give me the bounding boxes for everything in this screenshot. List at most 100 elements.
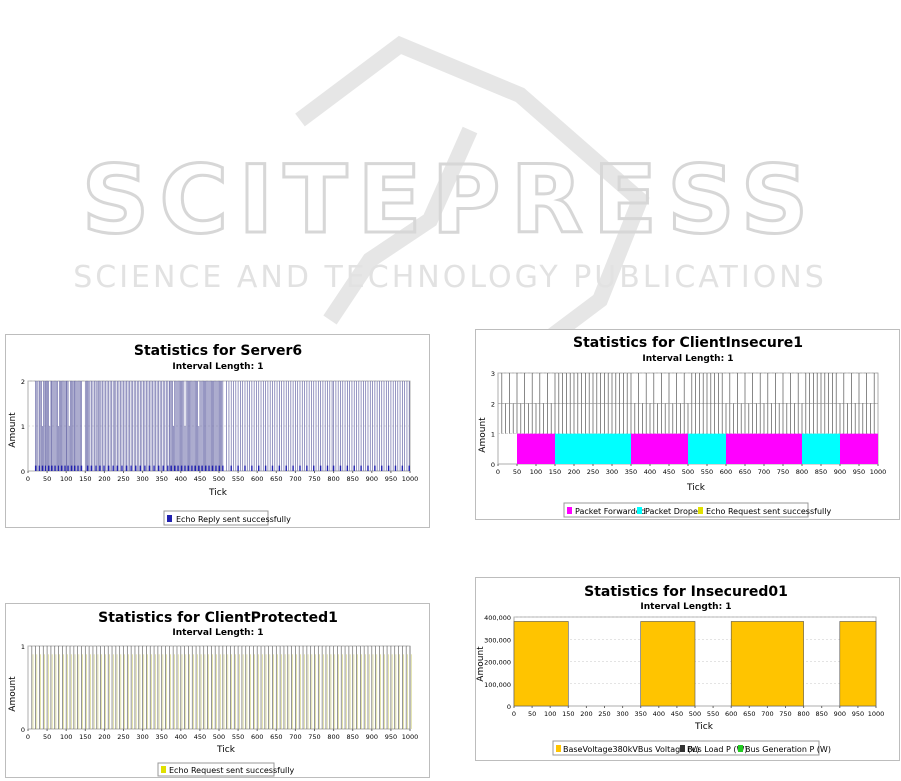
y-tick-label: 400,000 — [484, 614, 511, 622]
legend-label: Bus Generation P (W) — [745, 745, 831, 754]
x-tick-label: 800 — [327, 733, 339, 741]
x-tick-label: 50 — [528, 710, 536, 718]
x-tick-label: 600 — [720, 468, 732, 476]
x-tick-label: 350 — [155, 733, 167, 741]
x-tick-label: 850 — [815, 468, 827, 476]
bar-segment — [555, 433, 631, 464]
y-tick-label: 0 — [21, 468, 25, 476]
chart-panel-clientprotected1: 0 1 0 50 100 150 200 250 300 350 400 450 500 550 600 65… — [5, 603, 430, 778]
x-axis-label: Tick — [208, 488, 228, 498]
x-tick-label: 950 — [385, 475, 397, 483]
chart-title: Statistics for Insecured01 — [584, 584, 788, 600]
x-tick-label: 950 — [853, 468, 865, 476]
x-tick-label: 900 — [834, 710, 846, 718]
chart-clientinsecure1: 0 1 2 3 0 50 100 150 200 250 300 350 400 450 500 550 600… — [478, 335, 887, 518]
watermark-subtitle: SCIENCE AND TECHNOLOGY PUBLICATIONS — [73, 260, 827, 295]
x-tick-label: 550 — [707, 710, 719, 718]
x-tick-label: 150 — [79, 475, 91, 483]
legend-swatch — [680, 745, 685, 752]
y-tick-label: 3 — [491, 370, 495, 378]
x-tick-label: 600 — [251, 475, 263, 483]
chart-clientprotected1: 0 1 0 50 100 150 200 250 300 350 400 450 500 550 600 65… — [8, 610, 418, 777]
watermark-logo-icon — [295, 35, 650, 330]
x-tick-label: 100 — [544, 710, 556, 718]
bar-segment — [517, 433, 555, 464]
x-tick-label: 600 — [251, 733, 263, 741]
legend-label: Echo Request sent successfully — [169, 766, 294, 775]
x-tick-label: 450 — [671, 710, 683, 718]
x-tick-label: 600 — [725, 710, 737, 718]
x-axis-label: Tick — [216, 745, 236, 755]
x-tick-label: 650 — [739, 468, 751, 476]
y-tick-label: 2 — [21, 378, 25, 386]
x-tick-label: 900 — [366, 733, 378, 741]
x-tick-label: 950 — [385, 733, 397, 741]
legend-box — [163, 510, 269, 526]
x-tick-label: 550 — [701, 468, 713, 476]
x-tick-label: 550 — [232, 733, 244, 741]
legend-label: Echo Reply sent successfully — [176, 515, 291, 524]
x-tick-label: 700 — [289, 733, 301, 741]
x-tick-label: 450 — [194, 733, 206, 741]
x-tick-label: 550 — [232, 475, 244, 483]
y-tick-label: 2 — [491, 400, 495, 408]
x-tick-label: 250 — [587, 468, 599, 476]
chart-panel-insecured01: 0 100,000 200,000 300,000 400,000 0 50 100 150 20… — [475, 577, 900, 761]
x-tick-label: 650 — [270, 475, 282, 483]
x-tick-label: 850 — [815, 710, 827, 718]
legend-swatch — [556, 745, 561, 752]
x-tick-label: 350 — [634, 710, 646, 718]
chart-server6: 0 1 2 0 50 100 150 200 250 300 350 400 450 500 550 600 6… — [8, 343, 419, 526]
y-axis-label: Amount — [476, 646, 486, 682]
legend-swatch — [167, 515, 172, 522]
bar-segment — [726, 433, 802, 464]
x-tick-label: 1000 — [402, 733, 419, 741]
y-tick-label: 1 — [21, 423, 25, 431]
x-tick-label: 500 — [213, 475, 225, 483]
chart-title: Statistics for ClientProtected1 — [98, 610, 338, 626]
x-tick-label: 1000 — [402, 475, 419, 483]
x-tick-label: 750 — [779, 710, 791, 718]
legend-label: Bus Load P (W) — [687, 745, 748, 754]
bar-block — [513, 621, 569, 707]
legend-box — [563, 502, 809, 518]
y-tick-label: 100,000 — [484, 681, 511, 689]
chart-subtitle: Interval Length: 1 — [172, 628, 263, 638]
chart-subtitle: Interval Length: 1 — [640, 602, 731, 612]
legend-label: Echo Request sent successfully — [706, 507, 831, 516]
x-tick-label: 300 — [606, 468, 618, 476]
x-tick-label: 800 — [796, 468, 808, 476]
x-tick-label: 800 — [797, 710, 809, 718]
y-tick-label: 1 — [491, 431, 495, 439]
x-tick-label: 200 — [98, 733, 110, 741]
legend-label: Packet Forwarded — [575, 507, 646, 516]
y-tick-label: 300,000 — [484, 636, 511, 644]
plot-area: 0 100,000 200,000 300,000 400,000 0 50 100 150 20… — [484, 614, 884, 718]
x-tick-label: 1000 — [870, 468, 887, 476]
x-tick-label: 200 — [580, 710, 592, 718]
x-tick-label: 150 — [562, 710, 574, 718]
bar-segment — [688, 433, 726, 464]
x-tick-label: 850 — [346, 475, 358, 483]
x-tick-label: 400 — [175, 733, 187, 741]
x-tick-label: 800 — [327, 475, 339, 483]
y-axis-label: Amount — [8, 412, 18, 448]
x-tick-label: 0 — [26, 733, 30, 741]
x-tick-label: 850 — [346, 733, 358, 741]
y-tick-label: 0 — [491, 461, 495, 469]
watermark-title: SCITEPRESS — [82, 146, 819, 255]
x-tick-label: 50 — [43, 475, 51, 483]
x-tick-label: 150 — [549, 468, 561, 476]
x-tick-label: 750 — [777, 468, 789, 476]
x-tick-label: 500 — [682, 468, 694, 476]
legend-swatch — [637, 507, 642, 514]
x-tick-label: 900 — [834, 468, 846, 476]
plot-area: 0 1 0 50 100 150 200 250 300 350 400 450 500 550 600 65… — [21, 643, 418, 741]
legend-swatch — [698, 507, 703, 514]
legend-swatch — [161, 766, 166, 773]
legend: Packet Forwarded Packet Droped Echo Requ… — [563, 502, 831, 518]
x-tick-label: 950 — [852, 710, 864, 718]
x-tick-label: 350 — [155, 475, 167, 483]
bar-block — [730, 621, 804, 707]
x-tick-label: 450 — [663, 468, 675, 476]
